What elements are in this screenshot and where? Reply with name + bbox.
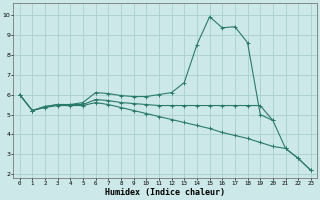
X-axis label: Humidex (Indice chaleur): Humidex (Indice chaleur) <box>105 188 225 197</box>
